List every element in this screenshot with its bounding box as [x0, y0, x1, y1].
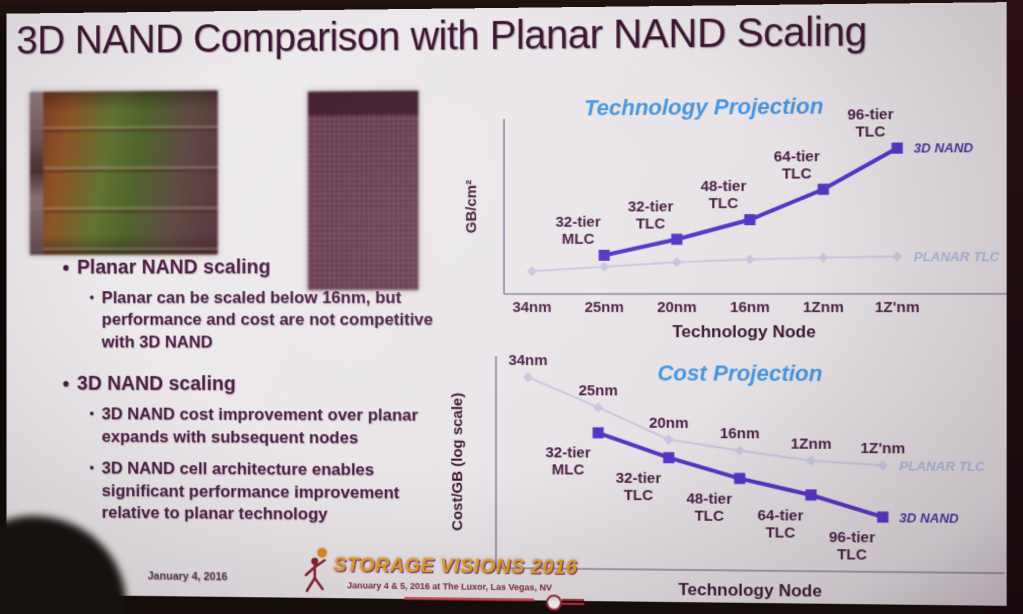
planar-tlc-data-point	[599, 261, 610, 272]
x-tick-label: 1Z'nm	[860, 441, 905, 458]
3d-nand-data-point	[734, 472, 746, 485]
bullet-item-2: • Planar can be scaled below 16nm, but pe…	[90, 287, 477, 354]
point-label: 96-tier	[829, 530, 875, 547]
logo-badge-icon	[545, 594, 563, 611]
planar-tlc-series-label: PLANAR TLC	[899, 458, 985, 474]
bullet-item-5: • 3D NAND cell architecture enables signi…	[90, 458, 477, 528]
planar-tlc-data-point	[671, 257, 682, 268]
bullet-text: 3D NAND cell architecture enables signif…	[101, 458, 400, 524]
point-label: TLC	[624, 487, 654, 503]
point-label: 32-tier	[616, 470, 662, 487]
bullet-list: • Planar NAND scaling • Planar can be scale…	[49, 254, 476, 537]
x-tick-label: 1Znm	[791, 436, 832, 453]
presentation-slide: 3D NAND Comparison with Planar NAND Scal…	[6, 2, 1007, 611]
point-label: TLC	[694, 508, 724, 525]
3d-nand-series-label: 3D NAND	[914, 140, 974, 156]
x-tick-label: 34nm	[512, 300, 551, 316]
planar-tlc-data-point	[877, 460, 888, 471]
dancer-icon	[302, 554, 330, 596]
3d-nand-data-point	[592, 427, 604, 439]
point-label: 32-tier	[628, 199, 674, 215]
point-label: 32-tier	[555, 215, 600, 231]
slide-title: 3D NAND Comparison with Planar NAND Scal…	[16, 9, 867, 63]
logo-subtitle: January 4 & 5, 2016 at The Luxor, Las Ve…	[347, 580, 553, 593]
technology-projection-chart: PLANAR TLC 32-tier MLC 32-tier TLC 48-tier TLC…	[462, 90, 1019, 343]
logo-title: STORAGE VISIONS 2016	[333, 554, 578, 579]
3d-nand-data-point	[671, 233, 683, 245]
bullet-marker: •	[89, 289, 94, 304]
planar-tlc-data-point	[892, 251, 903, 262]
x-tick-label: 20nm	[657, 300, 697, 316]
chart-title: Technology Projection	[584, 93, 823, 120]
point-label: MLC	[552, 463, 585, 479]
chart-title: Cost Projection	[657, 360, 822, 386]
die-edge-strip	[29, 91, 44, 255]
x-tick-label: 25nm	[578, 383, 617, 399]
3d-nand-series-label: 3D NAND	[899, 510, 959, 526]
point-label: 32-tier	[545, 445, 590, 461]
planar-tlc-data-point	[526, 265, 537, 276]
bullet-text: Planar NAND scaling	[77, 256, 271, 279]
planar-tlc-data-point	[522, 371, 533, 382]
bullet-marker: •	[89, 405, 94, 421]
point-label: 64-tier	[774, 149, 820, 166]
bullet-text: 3D NAND scaling	[77, 373, 236, 396]
point-label: 48-tier	[701, 179, 747, 196]
3d-nand-data-point	[663, 452, 675, 464]
x-tick-label: 25nm	[584, 300, 623, 316]
x-tick-label: 1Z'nm	[875, 300, 920, 316]
bullet-text: 3D NAND cost improvement over planar exp…	[101, 404, 419, 447]
planar-tlc-series-label: PLANAR TLC	[914, 249, 1000, 265]
logo-tagline-strip	[404, 596, 534, 602]
storage-visions-logo: STORAGE VISIONS 2016 January 4 & 5, 2016…	[296, 548, 585, 614]
x-axis-title: Technology Node	[678, 580, 822, 601]
point-label: TLC	[837, 547, 867, 564]
technology-projection-svg: PLANAR TLC32-tierMLC32-tierTLC48-tierTLC…	[464, 93, 1019, 342]
point-label: 96-tier	[847, 107, 893, 124]
3d-nand-data-point	[877, 511, 889, 523]
x-tick-label: 1Znm	[803, 300, 844, 316]
y-axis-title: Cost/GB (log scale)	[450, 393, 466, 531]
3d-nand-data-point	[891, 142, 903, 154]
point-label: TLC	[855, 125, 885, 142]
bullet-text: Planar can be scaled below 16nm, but per…	[101, 288, 434, 352]
point-label: 48-tier	[686, 491, 732, 508]
3d-nand-data-point	[817, 183, 829, 195]
point-label: TLC	[766, 525, 796, 542]
planar-nand-die-photo	[29, 90, 218, 255]
bullet-marker: •	[62, 374, 70, 396]
bullet-marker: •	[62, 257, 70, 280]
footer-date: January 4, 2016	[147, 570, 228, 584]
x-axis-title: Technology Node	[672, 322, 816, 342]
planar-tlc-data-point	[818, 252, 829, 263]
planar-tlc-data-point	[663, 434, 674, 445]
x-tick-label: 16nm	[730, 300, 770, 316]
planar-tlc-line	[532, 257, 897, 272]
planar-tlc-data-point	[805, 455, 817, 466]
x-tick-label: 20nm	[649, 415, 689, 431]
3d-nand-data-point	[744, 214, 756, 226]
bullet-item-4: • 3D NAND cost improvement over planar ex…	[90, 404, 477, 450]
point-label: 64-tier	[757, 508, 803, 525]
x-tick-label: 16nm	[720, 426, 760, 443]
cost-projection-chart: PLANAR TLC 32-tier MLC 32-tier TLC 48-tier TLC…	[448, 340, 1017, 604]
logo-sun-icon	[317, 548, 327, 558]
point-label: TLC	[636, 216, 666, 232]
x-tick-label: 34nm	[508, 353, 547, 369]
bullet-marker: •	[89, 459, 94, 475]
bullet-item-1: • Planar NAND scaling	[63, 256, 477, 281]
logo-badge-text	[562, 597, 585, 607]
point-label: TLC	[709, 196, 739, 212]
planar-tlc-data-point	[734, 445, 745, 456]
y-axis-title: GB/cm²	[464, 180, 480, 233]
point-label: TLC	[782, 166, 812, 183]
3d-nand-data-point	[805, 489, 817, 501]
planar-tlc-data-point	[593, 402, 604, 413]
point-label: MLC	[562, 232, 595, 248]
planar-tlc-data-point	[744, 254, 755, 265]
3d-nand-data-point	[598, 249, 610, 261]
bullet-item-3: • 3D NAND scaling	[63, 373, 477, 399]
